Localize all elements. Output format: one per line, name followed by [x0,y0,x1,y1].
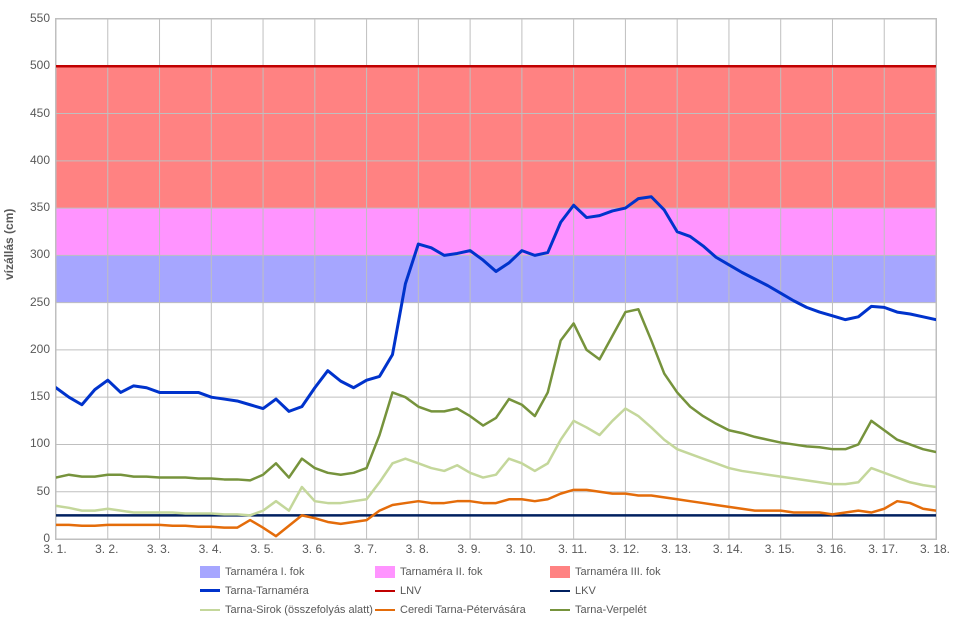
legend-label: Tarna-Tarnaméra [225,585,309,597]
legend-label: Tarna-Verpelét [575,604,647,616]
legend-label: Tarnaméra I. fok [225,566,304,578]
legend-line [200,609,220,611]
y-axis-title: vízállás (cm) [2,209,16,280]
x-tick-label: 3. 6. [294,542,334,556]
x-tick-label: 3. 5. [242,542,282,556]
x-tick-label: 3. 8. [397,542,437,556]
y-tick-label: 500 [10,58,50,72]
y-tick-label: 200 [10,342,50,356]
legend-item-tarna_verpelet: Tarna-Verpelét [550,600,725,619]
series-tarna_verpelet [56,309,936,480]
x-tick-label: 3. 7. [346,542,386,556]
chart-svg [56,19,936,539]
y-tick-label: 250 [10,295,50,309]
legend-label: Tarnaméra II. fok [400,566,483,578]
legend-line [375,590,395,592]
x-tick-label: 3. 9. [449,542,489,556]
legend-item-tarna_tarnamera: Tarna-Tarnaméra [200,581,375,600]
legend-line [550,590,570,592]
x-tick-label: 3. 12. [604,542,644,556]
legend-item-fok2: Tarnaméra II. fok [375,562,550,581]
legend-label: LNV [400,585,421,597]
y-tick-label: 550 [10,11,50,25]
series-tarna_sirok [56,409,936,516]
bands-layer [56,66,936,302]
legend-item-lkv: LKV [550,581,725,600]
x-tick-label: 3. 16. [811,542,851,556]
x-tick-label: 3. 14. [708,542,748,556]
legend-line [200,589,220,592]
legend-line [550,609,570,611]
x-tick-label: 3. 4. [190,542,230,556]
legend-item-ceredi_tarna: Ceredi Tarna-Pétervására [375,600,550,619]
legend-label: LKV [575,585,596,597]
x-tick-label: 3. 13. [656,542,696,556]
x-tick-label: 3. 11. [553,542,593,556]
y-tick-label: 50 [10,484,50,498]
legend-line [375,609,395,611]
x-tick-label: 3. 2. [87,542,127,556]
plot-area [55,18,937,540]
band-fok1 [56,255,936,302]
y-tick-label: 450 [10,106,50,120]
legend-item-fok1: Tarnaméra I. fok [200,562,375,581]
legend: Tarnaméra I. fok Tarnaméra II. fok Tarnamé… [200,562,880,619]
y-tick-label: 150 [10,389,50,403]
band-fok2 [56,208,936,255]
legend-swatch [550,566,570,578]
legend-swatch [375,566,395,578]
chart-container: vízállás (cm) 05010015020025030035040045… [0,0,978,638]
x-tick-label: 3. 18. [915,542,955,556]
legend-item-fok3: Tarnaméra III. fok [550,562,725,581]
legend-item-tarna_sirok: Tarna-Sirok (összefolyás alatt) [200,600,375,619]
legend-label: Tarna-Sirok (összefolyás alatt) [225,604,373,616]
band-fok3 [56,66,936,208]
x-tick-label: 3. 10. [501,542,541,556]
x-tick-label: 3. 3. [139,542,179,556]
y-tick-label: 300 [10,247,50,261]
legend-label: Tarnaméra III. fok [575,566,661,578]
x-tick-label: 3. 1. [35,542,75,556]
y-tick-label: 350 [10,200,50,214]
x-tick-label: 3. 17. [863,542,903,556]
x-tick-label: 3. 15. [760,542,800,556]
legend-label: Ceredi Tarna-Pétervására [400,604,526,616]
legend-item-lnv: LNV [375,581,550,600]
y-tick-label: 100 [10,436,50,450]
legend-swatch [200,566,220,578]
y-tick-label: 400 [10,153,50,167]
